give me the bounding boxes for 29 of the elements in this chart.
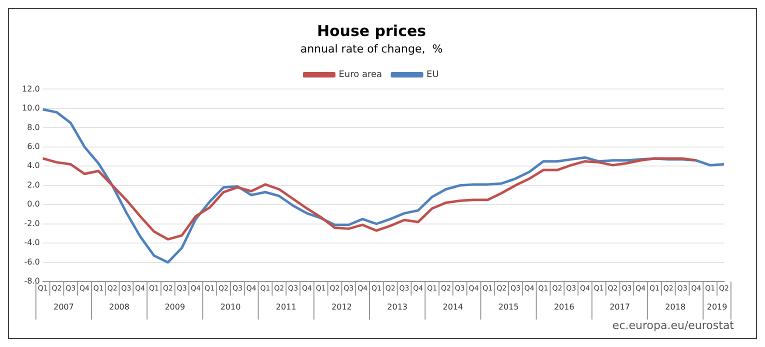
text: 2015 <box>498 302 519 312</box>
y-tick-label: 8.0 <box>27 122 40 132</box>
y-tick-label: -4.0 <box>24 238 40 248</box>
chart-title: House prices <box>316 22 426 40</box>
legend-label: EU <box>426 70 439 80</box>
text: ec.europa.eu/eurostat <box>612 318 735 332</box>
legend-label: Euro area <box>338 70 382 80</box>
text: 2011 <box>276 302 296 312</box>
text: 2007 <box>53 302 74 312</box>
text: 2014 <box>442 302 464 312</box>
text: 2017 <box>610 302 630 312</box>
y-tick-label: 10.0 <box>22 104 40 113</box>
y-tick-label: 2.0 <box>27 180 40 190</box>
y-tick-label: -8.0 <box>24 276 40 286</box>
text: 2013 <box>387 302 408 312</box>
text: 2019 <box>706 302 728 312</box>
y-tick-label: 12.0 <box>22 84 40 94</box>
y-tick-label: 6.0 <box>27 142 40 151</box>
text: 2012 <box>332 302 352 312</box>
text: 2008 <box>109 302 130 312</box>
text: 2010 <box>220 302 241 312</box>
text: 2009 <box>164 302 186 312</box>
chart-subtitle: annual rate of change, % <box>300 42 443 56</box>
text: 2018 <box>665 302 686 312</box>
text: 2016 <box>554 302 574 312</box>
y-tick-label: -2.0 <box>24 218 40 228</box>
y-tick-label: 4.0 <box>27 161 40 170</box>
y-tick-label: -6.0 <box>24 257 40 266</box>
y-tick-label: 0.0 <box>27 200 40 209</box>
